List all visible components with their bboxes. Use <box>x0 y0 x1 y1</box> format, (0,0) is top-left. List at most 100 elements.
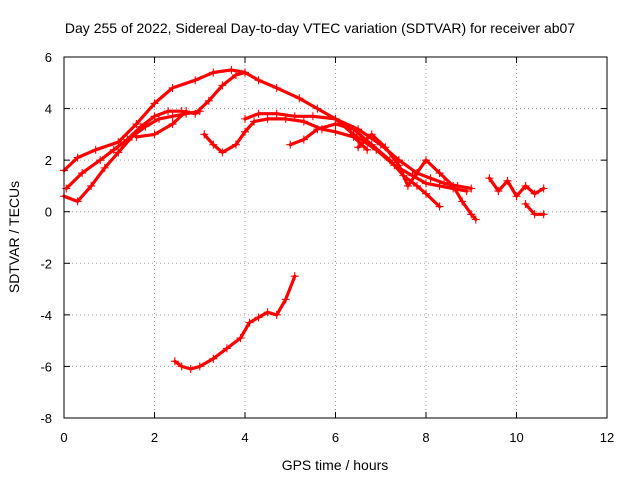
data-point <box>209 140 218 149</box>
series-track-9 <box>485 174 548 201</box>
data-point <box>467 210 476 219</box>
data-point <box>170 357 179 366</box>
data-point <box>150 130 159 139</box>
data-point <box>485 174 494 183</box>
data-point <box>422 156 430 165</box>
data-point <box>254 109 263 118</box>
data-point <box>521 199 530 208</box>
data-point <box>73 197 82 206</box>
data-point <box>263 114 272 123</box>
data-point <box>241 68 249 77</box>
x-tick-label: 2 <box>151 430 158 445</box>
plot-frame <box>63 56 608 419</box>
data-point <box>471 215 480 224</box>
x-tick-label: 12 <box>600 430 614 445</box>
data-point <box>299 135 308 144</box>
data-point <box>308 112 317 121</box>
series-track-8 <box>354 130 480 224</box>
y-axis-label: SDTVAR / TECUs <box>6 181 22 293</box>
y-tick-label: -2 <box>40 256 52 271</box>
y-tick-label: -4 <box>40 308 52 323</box>
data-point <box>227 65 236 74</box>
data-point <box>200 130 209 139</box>
data-point <box>132 120 141 129</box>
data-point <box>530 210 539 219</box>
data-point <box>403 181 412 190</box>
data-point <box>299 117 308 126</box>
y-tick-label: -8 <box>40 411 52 426</box>
x-axis-label: GPS time / hours <box>282 457 389 473</box>
data-point <box>435 202 444 211</box>
series-line <box>64 70 247 191</box>
data-point <box>331 127 340 136</box>
data-point <box>96 156 105 165</box>
data-point <box>231 140 240 149</box>
y-tick-label: 2 <box>45 153 52 168</box>
data-point <box>87 181 96 190</box>
series-track-11 <box>170 272 299 374</box>
y-tick-labels: -8 -6 -4 -2 0 2 4 6 <box>40 50 52 426</box>
data-series <box>60 65 548 374</box>
data-point <box>218 81 227 90</box>
data-point <box>182 107 191 116</box>
data-point <box>186 365 195 374</box>
data-point <box>272 109 281 118</box>
data-point <box>290 112 299 121</box>
data-point <box>168 112 177 121</box>
data-point <box>367 140 376 149</box>
data-point <box>412 181 421 190</box>
data-point <box>521 181 530 190</box>
data-point <box>313 104 322 113</box>
series-track-4 <box>132 107 191 141</box>
data-point <box>263 308 272 317</box>
series-track-10 <box>521 199 548 219</box>
data-point <box>281 295 290 304</box>
data-point <box>494 187 503 196</box>
data-point <box>191 76 200 85</box>
x-tick-label: 4 <box>241 430 248 445</box>
data-point <box>286 140 295 149</box>
data-point <box>150 112 159 121</box>
data-point <box>109 145 118 154</box>
data-point <box>539 184 548 193</box>
data-point <box>290 272 299 281</box>
data-point <box>458 197 467 206</box>
data-point <box>218 148 227 157</box>
x-tick-label: 6 <box>332 430 339 445</box>
data-point <box>195 362 204 371</box>
data-point <box>164 107 173 116</box>
data-point <box>385 156 394 165</box>
data-point <box>250 117 259 126</box>
data-point <box>91 145 100 154</box>
data-point <box>222 344 231 353</box>
data-point <box>272 310 281 319</box>
data-point <box>295 94 304 103</box>
data-point <box>449 181 458 190</box>
data-point <box>435 169 444 178</box>
data-point <box>394 161 403 170</box>
data-point <box>530 189 539 198</box>
data-point <box>539 210 548 219</box>
data-point <box>467 184 476 193</box>
data-point <box>78 169 87 178</box>
series-track-7 <box>286 120 444 211</box>
data-point <box>422 189 430 198</box>
data-point <box>155 114 164 123</box>
data-point <box>204 96 213 105</box>
x-tick-label: 0 <box>60 430 67 445</box>
data-point <box>100 163 109 172</box>
data-point <box>73 153 82 162</box>
x-tick-label: 10 <box>509 430 523 445</box>
data-point <box>349 132 358 141</box>
data-point <box>422 179 430 188</box>
data-point <box>241 114 249 123</box>
data-point <box>349 125 358 134</box>
data-point <box>231 71 240 80</box>
data-point <box>512 192 521 201</box>
data-point <box>412 169 421 178</box>
x-tick-labels: 0 2 4 6 8 10 12 <box>60 430 614 445</box>
data-point <box>426 174 435 183</box>
data-point <box>114 148 123 157</box>
data-point <box>241 127 249 136</box>
